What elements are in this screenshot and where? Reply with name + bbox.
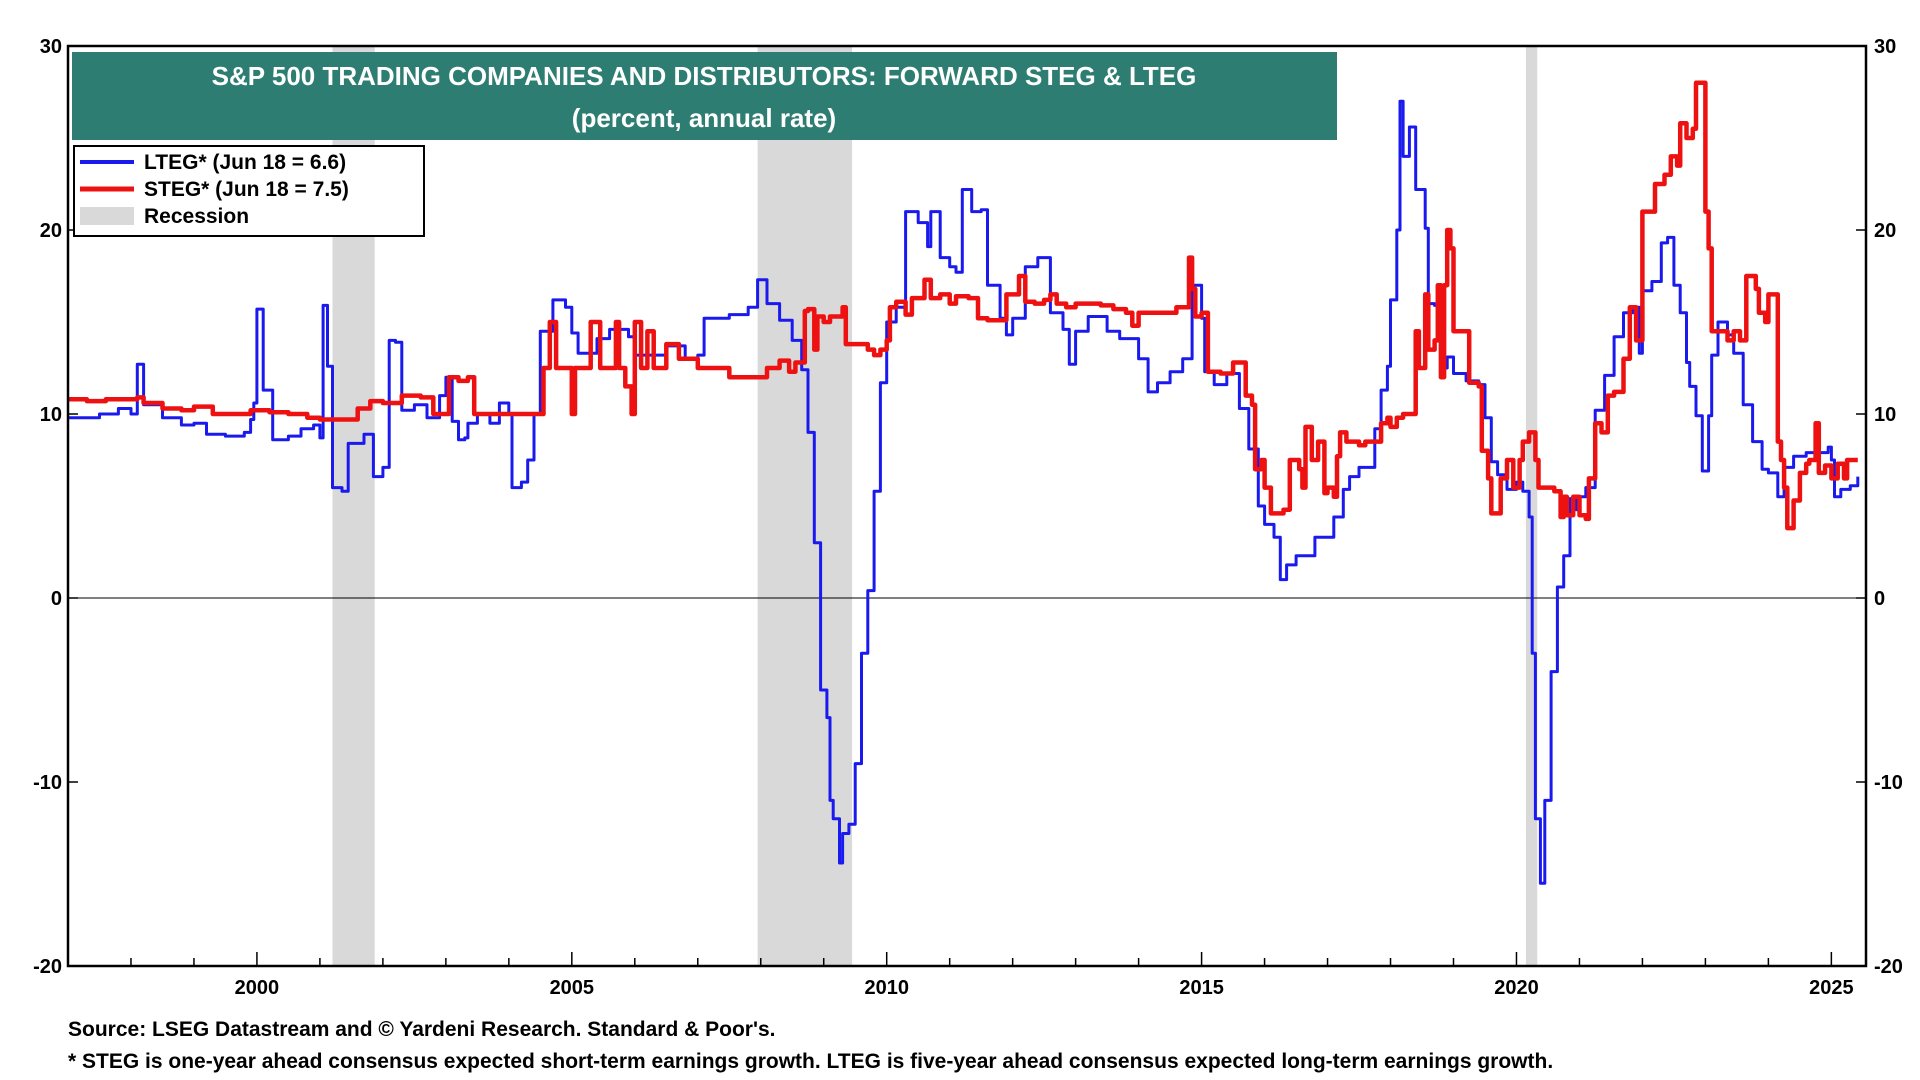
x-tick-label: 2000 bbox=[235, 977, 280, 999]
title-box: S&P 500 TRADING COMPANIES AND DISTRIBUTO… bbox=[72, 52, 1337, 140]
x-tick-label: 2020 bbox=[1494, 977, 1539, 999]
y-tick-label-left: 10 bbox=[40, 404, 62, 426]
y-tick-label-right: 10 bbox=[1874, 404, 1896, 426]
legend-label-lteg: LTEG* (Jun 18 = 6.6) bbox=[144, 151, 346, 174]
y-tick-label-left: -10 bbox=[33, 772, 62, 794]
x-tick-label: 2005 bbox=[550, 977, 595, 999]
recession-band-1 bbox=[757, 46, 853, 966]
chart-subtitle: (percent, annual rate) bbox=[572, 103, 836, 133]
source-note: Source: LSEG Datastream and © Yardeni Re… bbox=[68, 1018, 776, 1041]
legend-swatch-recession bbox=[80, 207, 134, 225]
y-axis-left: -20 -10 0 10 20 30 bbox=[33, 36, 78, 978]
x-tick-label: 2025 bbox=[1809, 977, 1854, 999]
y-tick-label-left: 20 bbox=[40, 220, 62, 242]
y-tick-label-right: -10 bbox=[1874, 772, 1903, 794]
definition-note: * STEG is one-year ahead consensus expec… bbox=[68, 1050, 1554, 1073]
y-tick-label-left: 0 bbox=[51, 588, 62, 610]
legend-label-steg: STEG* (Jun 18 = 7.5) bbox=[144, 178, 349, 201]
x-tick-label: 2010 bbox=[864, 977, 909, 999]
y-tick-label-right: 30 bbox=[1874, 36, 1896, 58]
series-line-steg bbox=[68, 80, 1858, 531]
y-tick-label-left: -20 bbox=[33, 956, 62, 978]
x-tick-label: 2015 bbox=[1179, 977, 1224, 999]
y-tick-label-right: -20 bbox=[1874, 956, 1903, 978]
chart-title: S&P 500 TRADING COMPANIES AND DISTRIBUTO… bbox=[212, 61, 1197, 91]
y-tick-label-right: 0 bbox=[1874, 588, 1885, 610]
recession-bands bbox=[332, 46, 1538, 966]
y-axis-right: -20 -10 0 10 20 30 bbox=[1856, 36, 1903, 978]
y-tick-label-right: 20 bbox=[1874, 220, 1896, 242]
plot-frame bbox=[66, 44, 1868, 968]
legend: LTEG* (Jun 18 = 6.6) STEG* (Jun 18 = 7.5… bbox=[73, 145, 425, 237]
series-line-lteg bbox=[68, 99, 1860, 885]
title-background bbox=[72, 52, 1337, 140]
y-tick-label-left: 30 bbox=[40, 36, 62, 58]
legend-label-recession: Recession bbox=[144, 205, 249, 228]
recession-band-2 bbox=[1525, 46, 1538, 966]
series-lines bbox=[68, 80, 1860, 885]
x-axis: 2000 2005 2010 2015 2020 2025 bbox=[67, 952, 1854, 999]
